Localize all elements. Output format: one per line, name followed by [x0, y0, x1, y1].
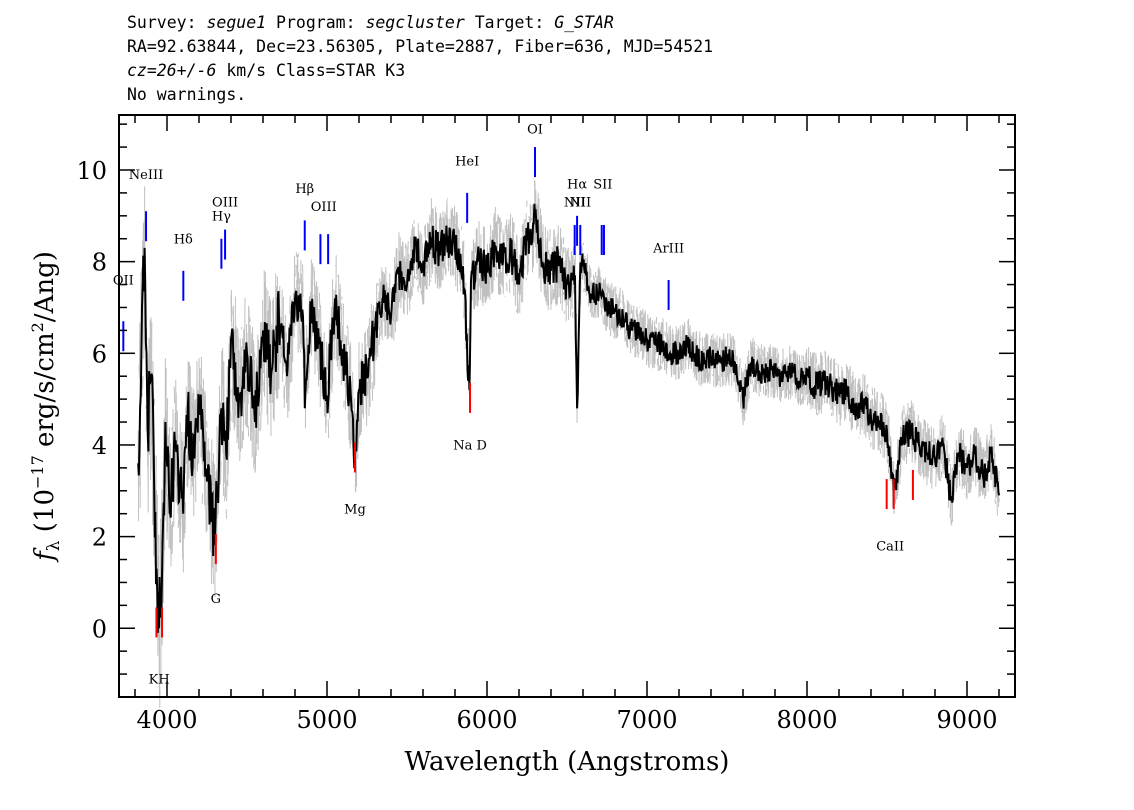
flux-line — [137, 203, 1000, 633]
emission-label: OII — [113, 274, 134, 289]
target-value: G_STAR — [554, 13, 614, 32]
absorption-label: Mg — [344, 503, 366, 518]
y-tick-label: 6 — [92, 340, 107, 368]
x-tick-label: 5000 — [296, 706, 357, 734]
emission-label: ArIII — [652, 241, 684, 256]
header-line-2: RA=92.63844, Dec=23.56305, Plate=2887, F… — [127, 37, 714, 56]
absorption-label: KH — [149, 672, 170, 687]
plot-frame — [118, 114, 1016, 698]
absorption-label: CaII — [876, 539, 904, 554]
emission-label: Hγ — [212, 209, 231, 224]
emission-label: NII — [564, 196, 586, 211]
emission-label: OIII — [311, 200, 337, 215]
x-tick-label: 7000 — [616, 706, 677, 734]
emission-label: Hδ — [174, 232, 193, 247]
emission-label: OI — [527, 122, 543, 137]
error-band-layer — [137, 180, 1000, 708]
program-value: segcluster — [365, 13, 465, 32]
redshift-value: cz=26+/-6 — [127, 61, 217, 80]
class-value: km/s Class=STAR K3 — [216, 61, 406, 80]
header-line-4: No warnings. — [127, 85, 247, 104]
y-tick-label: 10 — [76, 157, 107, 185]
emission-label: Hβ — [295, 182, 314, 197]
y-tick-label: 4 — [92, 432, 107, 460]
x-axis-label: Wavelength (Angstroms) — [405, 747, 730, 777]
absorption-label: Na D — [453, 439, 487, 454]
flux-layer — [137, 203, 1000, 633]
absorption-label: G — [211, 592, 221, 607]
error-band — [137, 180, 1000, 708]
plot-border — [118, 114, 1016, 698]
survey-label: Survey: — [127, 13, 207, 32]
spectrum-header: Survey: segue1 Program: segcluster Targe… — [127, 11, 713, 107]
emission-label: NII — [569, 196, 591, 211]
emission-label: NeIII — [129, 168, 163, 183]
y-tick-label: 8 — [92, 249, 107, 277]
emission-label: Hα — [567, 177, 587, 192]
header-line-3: cz=26+/-6 km/s Class=STAR K3 — [127, 59, 713, 83]
y-axis-label: fλ (10−17 erg/s/cm2/Ang) — [28, 251, 64, 563]
y-tick-label: 0 — [92, 615, 107, 643]
x-tick-label: 9000 — [936, 706, 997, 734]
emission-label: OIII — [212, 196, 238, 211]
survey-value: segue1 — [206, 13, 267, 32]
program-label: Program: — [266, 13, 366, 32]
emission-label: SII — [593, 177, 612, 192]
x-tick-label: 8000 — [776, 706, 837, 734]
x-tick-label: 6000 — [456, 706, 517, 734]
emission-label: HeI — [455, 154, 479, 169]
axis-ticks: 4000 5000 6000 7000 8000 9000 0 2 4 6 8 10 — [76, 115, 1015, 734]
target-label: Target: — [464, 13, 555, 32]
header-line-1: Survey: segue1 Program: segcluster Targe… — [127, 11, 713, 35]
x-tick-label: 4000 — [136, 706, 197, 734]
y-tick-label: 2 — [92, 524, 107, 552]
